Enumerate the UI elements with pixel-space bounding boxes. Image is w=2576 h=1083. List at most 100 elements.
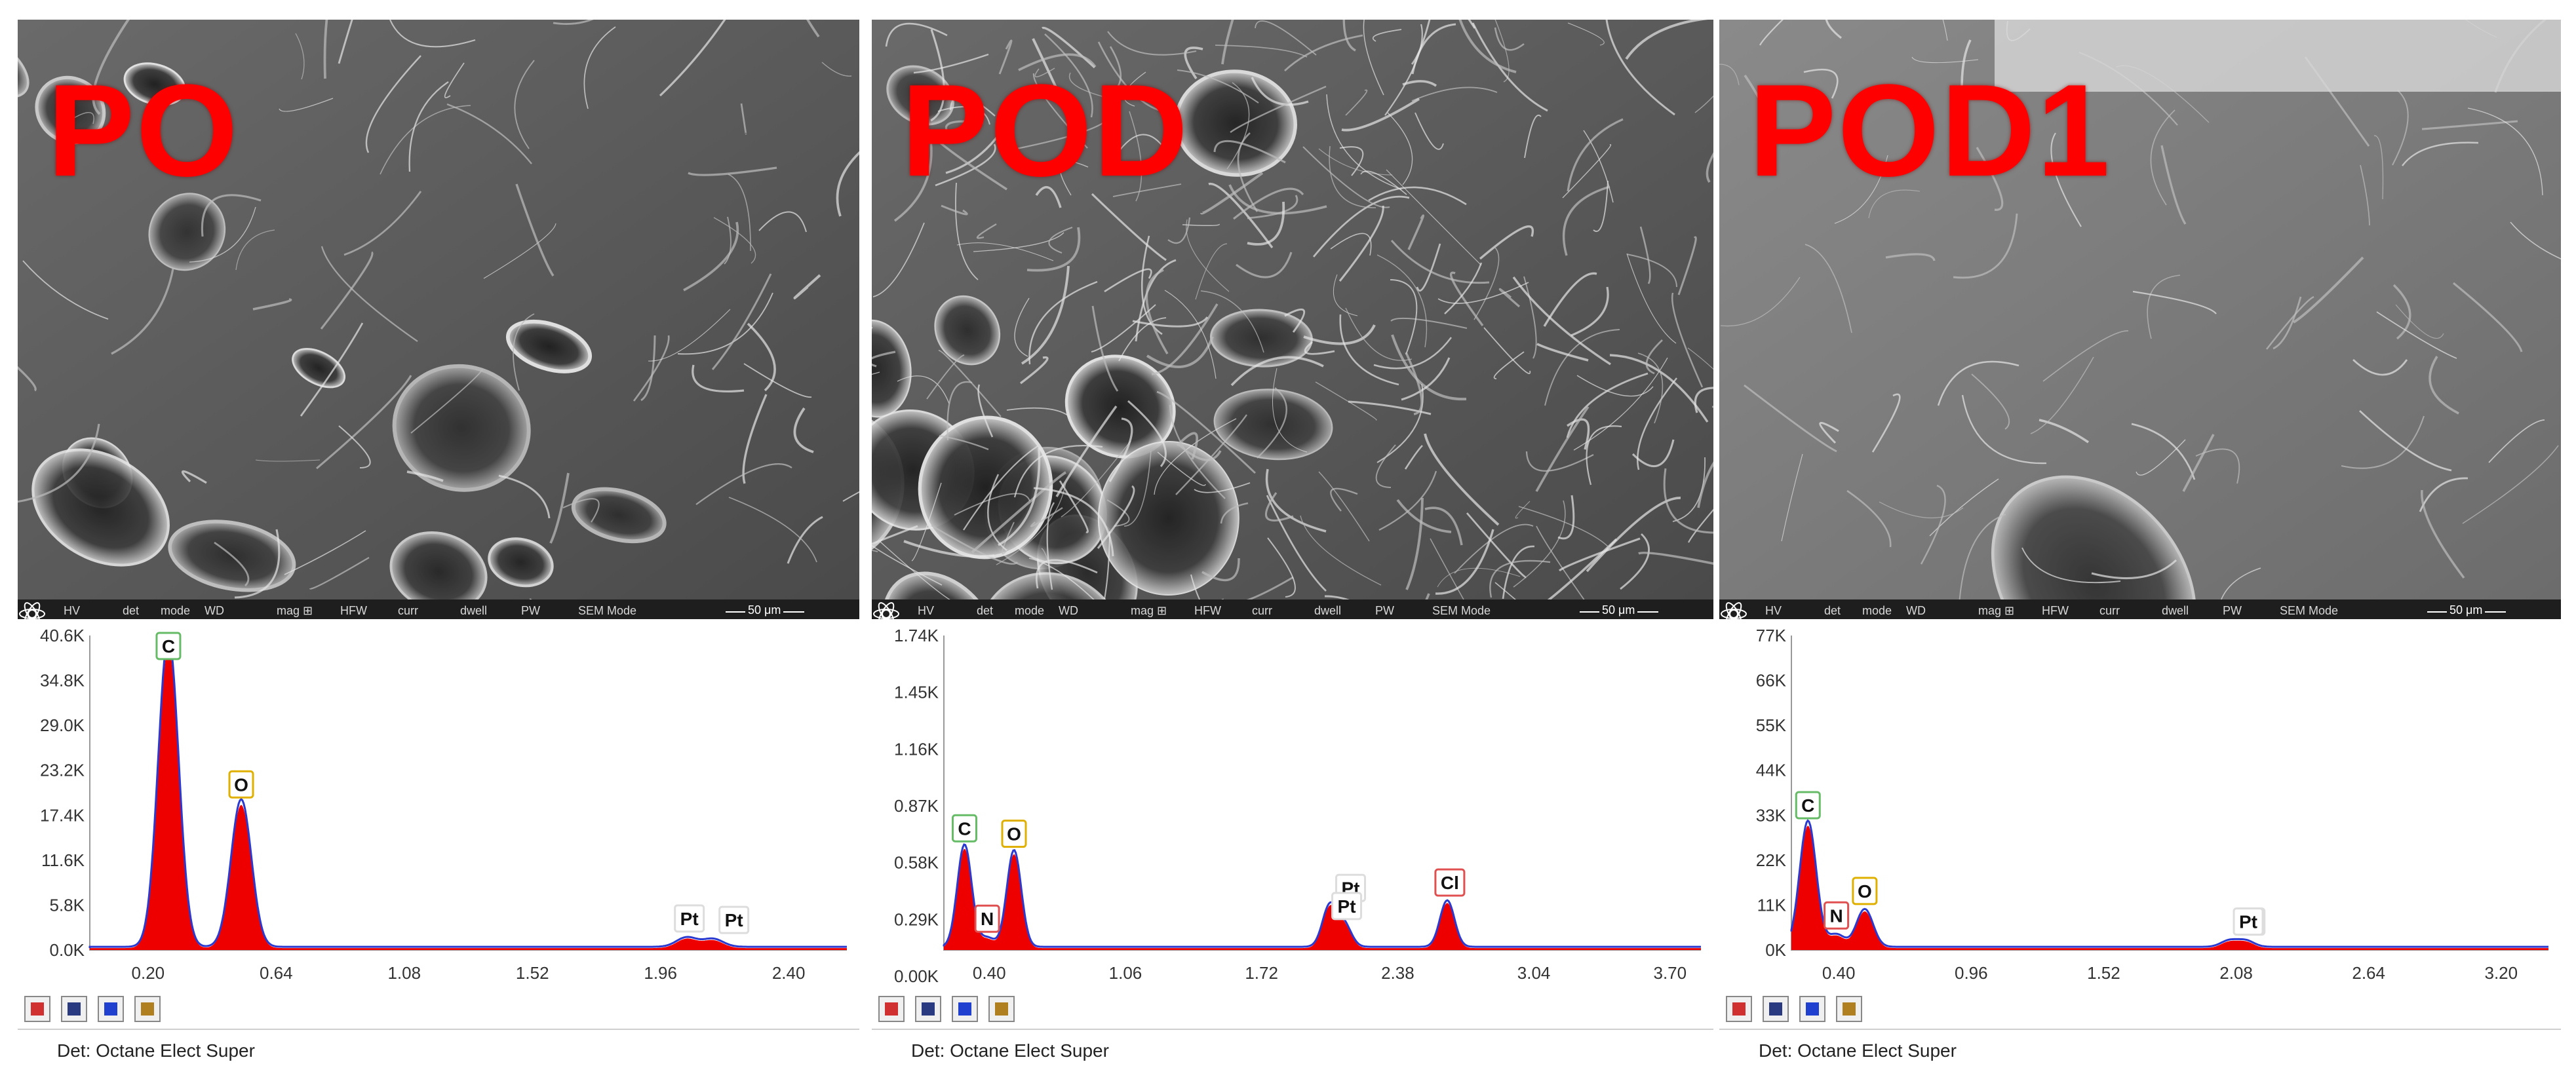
- info-hv: HV2.00 kV: [64, 603, 107, 619]
- info-curr-label: curr: [2099, 604, 2120, 617]
- y-tick-label: 17.4K: [40, 805, 85, 825]
- eds-spectrum: 40.6K 34.8K 29.0K 23.2K 17.4K 11.6K 5.8K 0.0K 0.…: [18, 622, 859, 989]
- info-curr-value: 0.40 nA: [1252, 618, 1297, 619]
- spectrum-line: [943, 843, 1701, 948]
- svg-text:O: O: [234, 774, 248, 795]
- info-det-label: det: [977, 604, 994, 617]
- detector-4-icon[interactable]: [988, 996, 1015, 1022]
- sample-label: POD1: [1749, 58, 2111, 204]
- sem-info-bar: HV2.00 kV detETD modeSE WD3.7 mm mag ⊞250 x H…: [872, 599, 1713, 619]
- detector-3-icon[interactable]: [1799, 996, 1825, 1022]
- spectrum-fill: [1791, 826, 2548, 950]
- info-mode: modeSE: [1015, 603, 1044, 619]
- svg-text:C: C: [1801, 795, 1814, 816]
- y-tick-label: 0K: [1765, 940, 1786, 960]
- info-wd-label: WD: [1906, 604, 1926, 617]
- info-curr-label: curr: [398, 604, 418, 617]
- detector-3-icon[interactable]: [98, 996, 124, 1022]
- info-curr: curr0.40 nA: [1252, 603, 1297, 619]
- y-tick-label: 33K: [1756, 805, 1787, 825]
- info-sem-value: Field-Free: [1432, 618, 1492, 619]
- svg-text:Pt: Pt: [680, 909, 699, 929]
- spectrum-plot: 77K 66K 55K 44K 33K 22K 11K 0K 0.40 0.96 1.52 2.08 2…: [1756, 626, 2548, 983]
- info-hfw: HFW508 μm: [340, 603, 383, 619]
- info-sem: SEM ModeField-Free: [1432, 603, 1492, 619]
- info-mode-label: mode: [1862, 604, 1892, 617]
- svg-text:Pt: Pt: [1338, 896, 1356, 917]
- info-pw-value: 331 nm: [1375, 618, 1418, 619]
- y-tick-label: 0.29K: [894, 909, 939, 929]
- axis-lines: [1791, 636, 2548, 951]
- info-curr-label: curr: [1252, 604, 1272, 617]
- info-sem-label: SEM Mode: [578, 604, 637, 617]
- info-det-value: ETD: [977, 618, 1002, 619]
- peak-label-c: C: [951, 814, 977, 843]
- detector-2-icon[interactable]: [1763, 996, 1789, 1022]
- panel-po: PO HV2.00 kV detETD modeSE WD2.7 mm mag ⊞250…: [18, 0, 859, 1083]
- info-hfw-label: HFW: [2042, 604, 2069, 617]
- peak-label-c: C: [1795, 791, 1821, 820]
- scale-bar-label: 50 μm: [2447, 603, 2486, 617]
- info-curr-value: 0.40 nA: [398, 618, 442, 619]
- spectrum-plot: 1.74K 1.45K 1.16K 0.87K 0.58K 0.29K 0.00K 0.40 1…: [894, 626, 1701, 986]
- info-pw-label: PW: [2223, 604, 2242, 617]
- sem-micrograph: [1719, 20, 2561, 599]
- detector-1-icon[interactable]: [24, 996, 50, 1022]
- info-hfw: HFW508 μm: [2042, 603, 2085, 619]
- info-pw-value: 331 nm: [2223, 618, 2265, 619]
- info-det-label: det: [1824, 604, 1841, 617]
- peak-label-pt: Pt: [2233, 907, 2264, 936]
- svg-text:Pt: Pt: [725, 910, 743, 930]
- svg-text:Cl: Cl: [1441, 873, 1459, 893]
- spectrum-plot: 40.6K 34.8K 29.0K 23.2K 17.4K 11.6K 5.8K 0.0K 0.…: [40, 626, 847, 983]
- y-tick-label: 0.0K: [50, 940, 85, 960]
- fei-logo-icon: [1721, 602, 1747, 619]
- sem-info-bar: HV2.00 kV detETD modeSE WD3.4 mm mag ⊞250 x H…: [1719, 599, 2561, 619]
- info-sem-value: Field-Free: [2280, 618, 2339, 619]
- info-mode-label: mode: [1015, 604, 1045, 617]
- detector-4-icon[interactable]: [134, 996, 161, 1022]
- sem-image: POD1 HV2.00 kVdetETDmodeSEWD3.4 mmmag ⊞2…: [1719, 20, 2561, 619]
- spectrum-line: [88, 634, 847, 949]
- y-tick-label: 44K: [1756, 761, 1787, 780]
- y-tick-label: 40.6K: [40, 626, 85, 645]
- detector-1-icon[interactable]: [1726, 996, 1752, 1022]
- y-tick-label: 34.8K: [40, 671, 85, 691]
- x-tick-label: 1.06: [1109, 963, 1142, 983]
- info-dwell-label: dwell: [2162, 604, 2189, 617]
- divider: [1719, 1029, 2561, 1030]
- svg-text:N: N: [981, 909, 994, 929]
- x-tick-label: 1.08: [387, 963, 421, 983]
- detector-3-icon[interactable]: [952, 996, 978, 1022]
- info-mode-value: SE: [161, 618, 190, 619]
- y-tick-label: 11.6K: [41, 850, 85, 870]
- y-tick-label: 0.58K: [894, 853, 939, 873]
- info-mode-value: SE: [1015, 618, 1044, 619]
- sem-image: PO HV2.00 kV detETD modeSE WD2.7 mm mag ⊞250…: [18, 20, 859, 619]
- detector-1-icon[interactable]: [878, 996, 905, 1022]
- info-det-label: det: [123, 604, 140, 617]
- info-mag-value: 250 x: [277, 618, 313, 619]
- detector-2-icon[interactable]: [915, 996, 941, 1022]
- svg-text:C: C: [162, 636, 175, 656]
- detector-4-icon[interactable]: [1836, 996, 1862, 1022]
- y-tick-label: 0.87K: [894, 796, 939, 816]
- fei-logo-icon: [873, 602, 899, 619]
- info-sem: SEM ModeField-Free: [578, 603, 638, 619]
- svg-text:Pt: Pt: [2239, 912, 2257, 932]
- x-tick-label: 0.96: [1955, 963, 1988, 983]
- y-tick-label: 1.45K: [894, 683, 939, 702]
- info-mag: mag ⊞250 x: [1978, 603, 2014, 619]
- x-tick-label: 1.52: [2087, 963, 2120, 983]
- peak-label-o: O: [228, 770, 254, 799]
- info-dwell: dwell3.00 μs: [1314, 603, 1356, 619]
- x-tick-label: 2.40: [772, 963, 806, 983]
- info-wd-label: WD: [1059, 604, 1078, 617]
- info-wd-value: 3.7 mm: [1059, 618, 1101, 619]
- sem-micrograph: [18, 20, 859, 599]
- detector-2-icon[interactable]: [61, 996, 87, 1022]
- detector-label: Det: Octane Elect Super: [911, 1040, 1109, 1061]
- info-wd-value: 2.7 mm: [205, 618, 247, 619]
- info-dwell-value: 3.00 μs: [460, 618, 502, 619]
- detector-label: Det: Octane Elect Super: [57, 1040, 255, 1061]
